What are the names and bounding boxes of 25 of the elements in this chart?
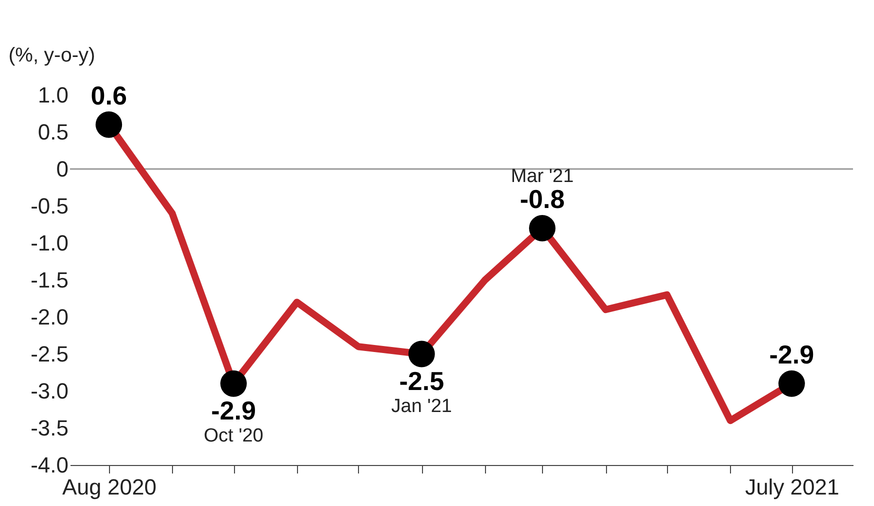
annotation: Jan '21 <box>391 396 452 417</box>
y-tick-label: -1.0 <box>30 230 68 256</box>
x-tick-label: Aug 2020 <box>62 474 156 500</box>
y-tick-label: -3.0 <box>30 378 68 404</box>
y-tick-label: -3.5 <box>30 416 68 440</box>
data-label: 0.6 <box>90 80 127 111</box>
point <box>408 340 435 368</box>
data-label: -2.9 <box>211 396 256 426</box>
y-axis-title: (%, y-o-y) <box>8 44 96 66</box>
y-tick-label: 1.0 <box>38 82 68 108</box>
point <box>220 370 247 397</box>
y-tick-label: 0 <box>56 156 68 182</box>
y-tick-label: 0.5 <box>38 120 68 144</box>
y-tick-label: -2.5 <box>30 342 68 366</box>
y-tick-label: -0.5 <box>30 194 68 218</box>
y-tick-label: -2.0 <box>30 304 68 330</box>
x-tick-label: July 2021 <box>745 474 840 500</box>
point <box>529 214 556 242</box>
point <box>778 370 805 397</box>
data-label: -2.5 <box>399 366 444 396</box>
point <box>96 111 122 138</box>
y-tick-label: -4.0 <box>30 452 68 478</box>
annotation: Oct '20 <box>204 426 264 447</box>
y-tick-label: -1.5 <box>30 268 68 292</box>
data-label: -2.9 <box>769 340 814 370</box>
